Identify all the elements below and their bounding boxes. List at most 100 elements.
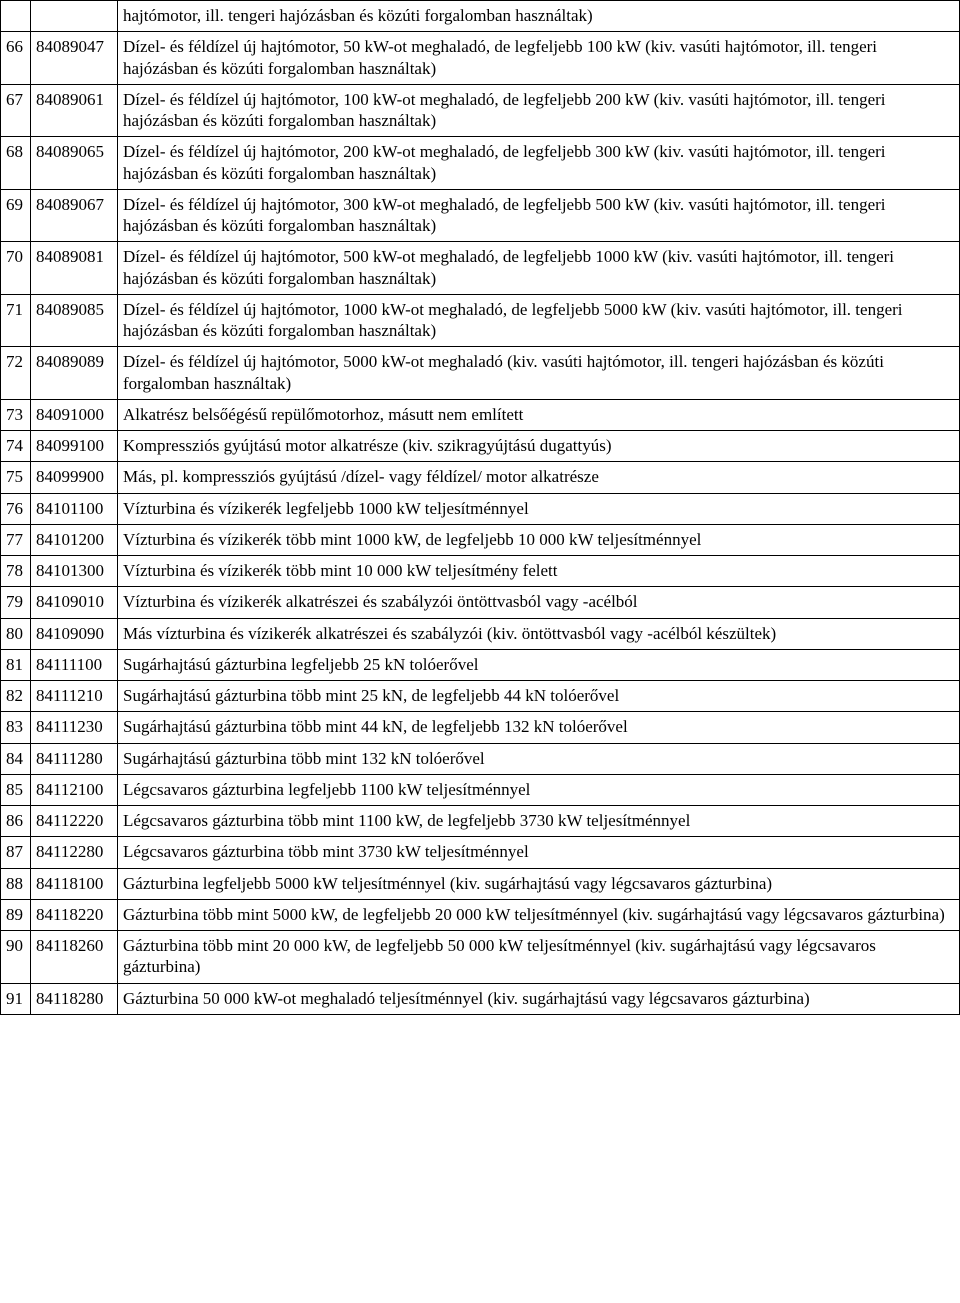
row-description: Sugárhajtású gázturbina több mint 44 kN,… bbox=[118, 712, 960, 743]
row-index: 84 bbox=[1, 743, 31, 774]
row-code bbox=[31, 1, 118, 32]
table-row: 7284089089Dízel- és féldízel új hajtómot… bbox=[1, 347, 960, 400]
table-row: 7584099900Más, pl. kompressziós gyújtású… bbox=[1, 462, 960, 493]
table-row: 8384111230Sugárhajtású gázturbina több m… bbox=[1, 712, 960, 743]
table-row: 8884118100Gázturbina legfeljebb 5000 kW … bbox=[1, 868, 960, 899]
row-description: Dízel- és féldízel új hajtómotor, 1000 k… bbox=[118, 294, 960, 347]
table-row: 8084109090Más vízturbina és vízikerék al… bbox=[1, 618, 960, 649]
row-code: 84099100 bbox=[31, 431, 118, 462]
row-description: Sugárhajtású gázturbina legfeljebb 25 kN… bbox=[118, 649, 960, 680]
row-index: 70 bbox=[1, 242, 31, 295]
row-code: 84089061 bbox=[31, 84, 118, 137]
row-description: Vízturbina és vízikerék legfeljebb 1000 … bbox=[118, 493, 960, 524]
row-code: 84101200 bbox=[31, 524, 118, 555]
row-code: 84112280 bbox=[31, 837, 118, 868]
row-description: Gázturbina több mint 20 000 kW, de legfe… bbox=[118, 931, 960, 984]
table-row: 8584112100Légcsavaros gázturbina legfelj… bbox=[1, 774, 960, 805]
row-index: 91 bbox=[1, 983, 31, 1014]
row-code: 84118220 bbox=[31, 899, 118, 930]
row-index: 80 bbox=[1, 618, 31, 649]
row-description: Más, pl. kompressziós gyújtású /dízel- v… bbox=[118, 462, 960, 493]
row-code: 84089065 bbox=[31, 137, 118, 190]
code-table: hajtómotor, ill. tengeri hajózásban és k… bbox=[0, 0, 960, 1015]
row-index: 74 bbox=[1, 431, 31, 462]
row-index: 90 bbox=[1, 931, 31, 984]
row-index: 78 bbox=[1, 556, 31, 587]
row-index: 67 bbox=[1, 84, 31, 137]
row-index: 83 bbox=[1, 712, 31, 743]
row-description: Légcsavaros gázturbina legfeljebb 1100 k… bbox=[118, 774, 960, 805]
row-description: Gázturbina több mint 5000 kW, de legfelj… bbox=[118, 899, 960, 930]
table-row: 8784112280Légcsavaros gázturbina több mi… bbox=[1, 837, 960, 868]
table-row: 8484111280Sugárhajtású gázturbina több m… bbox=[1, 743, 960, 774]
row-description: hajtómotor, ill. tengeri hajózásban és k… bbox=[118, 1, 960, 32]
row-code: 84089085 bbox=[31, 294, 118, 347]
row-code: 84111230 bbox=[31, 712, 118, 743]
row-index: 79 bbox=[1, 587, 31, 618]
row-index: 71 bbox=[1, 294, 31, 347]
row-code: 84118280 bbox=[31, 983, 118, 1014]
table-row: 8284111210Sugárhajtású gázturbina több m… bbox=[1, 681, 960, 712]
row-index bbox=[1, 1, 31, 32]
row-description: Vízturbina és vízikerék alkatrészei és s… bbox=[118, 587, 960, 618]
row-code: 84089089 bbox=[31, 347, 118, 400]
row-code: 84099900 bbox=[31, 462, 118, 493]
table-row: hajtómotor, ill. tengeri hajózásban és k… bbox=[1, 1, 960, 32]
row-description: Sugárhajtású gázturbina több mint 132 kN… bbox=[118, 743, 960, 774]
row-code: 84089067 bbox=[31, 189, 118, 242]
table-row: 7084089081Dízel- és féldízel új hajtómot… bbox=[1, 242, 960, 295]
table-row: 6684089047Dízel- és féldízel új hajtómot… bbox=[1, 32, 960, 85]
row-index: 82 bbox=[1, 681, 31, 712]
table-row: 9084118260Gázturbina több mint 20 000 kW… bbox=[1, 931, 960, 984]
row-code: 84089047 bbox=[31, 32, 118, 85]
row-description: Sugárhajtású gázturbina több mint 25 kN,… bbox=[118, 681, 960, 712]
row-description: Vízturbina és vízikerék több mint 10 000… bbox=[118, 556, 960, 587]
table-row: 6984089067Dízel- és féldízel új hajtómot… bbox=[1, 189, 960, 242]
row-index: 75 bbox=[1, 462, 31, 493]
table-row: 8984118220Gázturbina több mint 5000 kW, … bbox=[1, 899, 960, 930]
row-code: 84091000 bbox=[31, 399, 118, 430]
row-description: Gázturbina 50 000 kW-ot meghaladó teljes… bbox=[118, 983, 960, 1014]
row-index: 69 bbox=[1, 189, 31, 242]
table-row: 7184089085Dízel- és féldízel új hajtómot… bbox=[1, 294, 960, 347]
table-row: 6884089065Dízel- és féldízel új hajtómot… bbox=[1, 137, 960, 190]
row-index: 76 bbox=[1, 493, 31, 524]
row-description: Dízel- és féldízel új hajtómotor, 5000 k… bbox=[118, 347, 960, 400]
row-code: 84101100 bbox=[31, 493, 118, 524]
row-description: Dízel- és féldízel új hajtómotor, 300 kW… bbox=[118, 189, 960, 242]
row-description: Más vízturbina és vízikerék alkatrészei … bbox=[118, 618, 960, 649]
row-index: 81 bbox=[1, 649, 31, 680]
table-row: 7484099100Kompressziós gyújtású motor al… bbox=[1, 431, 960, 462]
row-description: Kompressziós gyújtású motor alkatrésze (… bbox=[118, 431, 960, 462]
row-index: 89 bbox=[1, 899, 31, 930]
row-code: 84111210 bbox=[31, 681, 118, 712]
row-code: 84112220 bbox=[31, 806, 118, 837]
row-description: Légcsavaros gázturbina több mint 1100 kW… bbox=[118, 806, 960, 837]
row-description: Alkatrész belsőégésű repülőmotorhoz, más… bbox=[118, 399, 960, 430]
row-code: 84109010 bbox=[31, 587, 118, 618]
row-code: 84089081 bbox=[31, 242, 118, 295]
table-row: 6784089061Dízel- és féldízel új hajtómot… bbox=[1, 84, 960, 137]
row-index: 73 bbox=[1, 399, 31, 430]
row-code: 84111280 bbox=[31, 743, 118, 774]
table-row: 7684101100Vízturbina és vízikerék legfel… bbox=[1, 493, 960, 524]
row-index: 77 bbox=[1, 524, 31, 555]
table-row: 7384091000Alkatrész belsőégésű repülőmot… bbox=[1, 399, 960, 430]
row-code: 84118260 bbox=[31, 931, 118, 984]
row-description: Dízel- és féldízel új hajtómotor, 100 kW… bbox=[118, 84, 960, 137]
row-description: Vízturbina és vízikerék több mint 1000 k… bbox=[118, 524, 960, 555]
row-index: 85 bbox=[1, 774, 31, 805]
table-row: 7884101300Vízturbina és vízikerék több m… bbox=[1, 556, 960, 587]
table-row: 8184111100Sugárhajtású gázturbina legfel… bbox=[1, 649, 960, 680]
row-description: Légcsavaros gázturbina több mint 3730 kW… bbox=[118, 837, 960, 868]
row-index: 66 bbox=[1, 32, 31, 85]
row-index: 88 bbox=[1, 868, 31, 899]
row-description: Gázturbina legfeljebb 5000 kW teljesítmé… bbox=[118, 868, 960, 899]
row-description: Dízel- és féldízel új hajtómotor, 200 kW… bbox=[118, 137, 960, 190]
table-row: 9184118280Gázturbina 50 000 kW-ot meghal… bbox=[1, 983, 960, 1014]
table-row: 8684112220Légcsavaros gázturbina több mi… bbox=[1, 806, 960, 837]
row-description: Dízel- és féldízel új hajtómotor, 50 kW-… bbox=[118, 32, 960, 85]
row-code: 84101300 bbox=[31, 556, 118, 587]
row-index: 72 bbox=[1, 347, 31, 400]
row-index: 87 bbox=[1, 837, 31, 868]
